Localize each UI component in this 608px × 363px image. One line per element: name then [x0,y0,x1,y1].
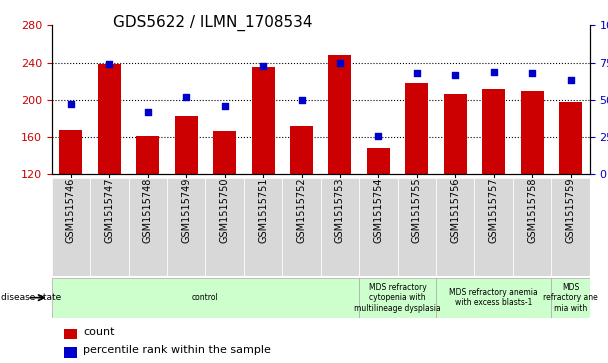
Bar [551,178,590,276]
Point [489,69,499,74]
Text: GSM1515753: GSM1515753 [335,178,345,243]
Point [297,97,306,103]
Point [412,70,422,76]
Bar [290,126,313,174]
Bar [90,178,128,276]
FancyBboxPatch shape [359,278,436,318]
Bar [482,89,505,174]
Bar [559,102,582,174]
Bar [174,116,198,174]
Text: MDS
refractory ane
mia with: MDS refractory ane mia with [543,283,598,313]
Bar [406,83,428,174]
Text: GSM1515746: GSM1515746 [66,178,76,243]
Point [219,103,229,109]
Bar [359,178,398,276]
Bar [320,178,359,276]
Text: GSM1515748: GSM1515748 [143,178,153,243]
Bar [206,178,244,276]
Text: GDS5622 / ILMN_1708534: GDS5622 / ILMN_1708534 [113,15,313,31]
Text: control: control [192,293,219,302]
Bar [52,178,90,276]
Text: GSM1515752: GSM1515752 [297,178,306,244]
Point [335,60,345,65]
Bar [98,65,121,174]
FancyBboxPatch shape [52,278,359,318]
Text: GSM1515759: GSM1515759 [565,178,576,243]
Point [105,61,114,67]
Text: GSM1515749: GSM1515749 [181,178,191,243]
Point [143,109,153,115]
Point [527,70,537,76]
Text: GSM1515750: GSM1515750 [219,178,230,243]
Text: MDS refractory
cytopenia with
multilineage dysplasia: MDS refractory cytopenia with multilinea… [354,283,441,313]
Bar [436,178,474,276]
Bar [252,67,275,174]
Text: disease state: disease state [1,293,61,302]
Bar [513,178,551,276]
Bar [398,178,436,276]
Text: count: count [83,327,115,337]
Text: percentile rank within the sample: percentile rank within the sample [83,345,271,355]
Bar [282,178,320,276]
Point [565,78,575,83]
Bar [136,136,159,174]
FancyBboxPatch shape [436,278,551,318]
Bar [128,178,167,276]
FancyBboxPatch shape [551,278,590,318]
Bar [520,90,544,174]
Bar [64,347,77,358]
Text: GSM1515756: GSM1515756 [451,178,460,243]
Point [451,72,460,77]
Bar [474,178,513,276]
Point [66,101,76,107]
Text: GSM1515757: GSM1515757 [489,178,499,244]
Point [373,132,383,138]
Text: GSM1515751: GSM1515751 [258,178,268,243]
Point [258,63,268,69]
Text: GSM1515754: GSM1515754 [373,178,384,243]
Bar [328,55,351,174]
Text: GSM1515747: GSM1515747 [105,178,114,243]
Bar [64,329,77,339]
Point [181,94,191,100]
Bar [60,130,83,174]
Bar [167,178,206,276]
Bar [244,178,282,276]
Text: MDS refractory anemia
with excess blasts-1: MDS refractory anemia with excess blasts… [449,288,538,307]
Text: GSM1515755: GSM1515755 [412,178,422,244]
Bar [367,148,390,174]
Text: GSM1515758: GSM1515758 [527,178,537,243]
Bar [213,131,236,174]
Bar [444,94,467,174]
